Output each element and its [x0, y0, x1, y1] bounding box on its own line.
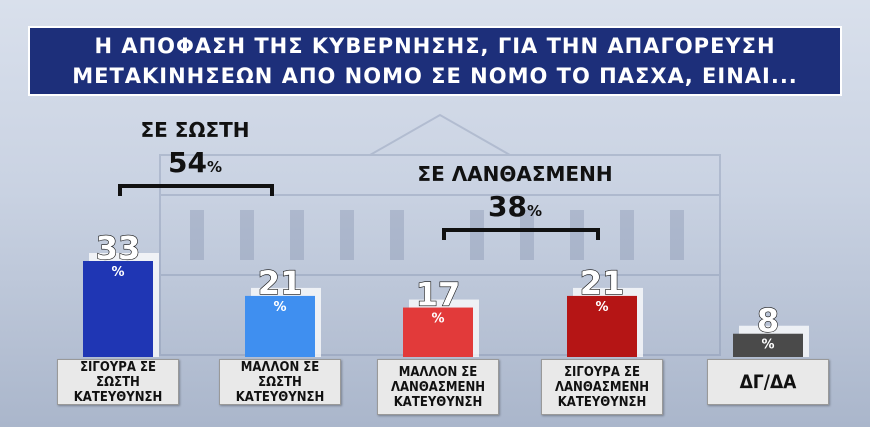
- group-correct-number: 54: [168, 146, 207, 179]
- bar: [403, 307, 473, 357]
- category-label-text: ΜΑΛΛΟΝ ΣΕ ΛΑΝΘΑΣΜΕΝΗ ΚΑΤΕΥΘΥΝΣΗ: [391, 365, 485, 410]
- group-wrong-bracket: [442, 228, 600, 240]
- category-label-line: ΣΙΓΟΥΡΑ ΣΕ: [564, 364, 640, 380]
- bar-unit-label: %: [273, 300, 286, 315]
- bar-unit-label: %: [595, 300, 608, 315]
- category-label-text: ΜΑΛΛΟΝ ΣΕ ΣΩΣΤΗ ΚΑΤΕΥΘΥΝΣΗ: [220, 360, 340, 405]
- bar-value-label: 33: [96, 229, 141, 267]
- group-wrong-label: ΣΕ ΛΑΝΘΑΣΜΕΝΗ: [417, 162, 613, 186]
- group-wrong-number: 38: [488, 190, 527, 223]
- bar-value-label: 21: [580, 264, 625, 302]
- category-label-line: ΣΙΓΟΥΡΑ ΣΕ ΣΩΣΤΗ: [80, 359, 156, 390]
- bar-unit-label: %: [761, 338, 774, 353]
- category-label: ΣΙΓΟΥΡΑ ΣΕ ΣΩΣΤΗ ΚΑΤΕΥΘΥΝΣΗ: [57, 359, 179, 405]
- bar: [567, 295, 637, 357]
- category-label-text: ΣΙΓΟΥΡΑ ΣΕ ΛΑΝΘΑΣΜΕΝΗ ΚΑΤΕΥΘΥΝΣΗ: [555, 365, 649, 410]
- category-label: ΣΙΓΟΥΡΑ ΣΕ ΛΑΝΘΑΣΜΕΝΗ ΚΑΤΕΥΘΥΝΣΗ: [541, 359, 663, 415]
- category-label-line: ΔΓ/ΔΑ: [739, 370, 797, 393]
- category-label-line: ΚΑΤΕΥΘΥΝΣΗ: [393, 394, 483, 410]
- group-correct-bracket: [118, 184, 274, 196]
- bar-value-label: 17: [416, 276, 461, 314]
- group-wrong-value: 38%: [440, 190, 590, 223]
- chart-title-line-1: Η ΑΠΟΦΑΣΗ ΤΗΣ ΚΥΒΕΡΝΗΣΗΣ, ΓΙΑ ΤΗΝ ΑΠΑΓΟΡ…: [94, 34, 776, 58]
- category-label: ΜΑΛΛΟΝ ΣΕ ΛΑΝΘΑΣΜΕΝΗ ΚΑΤΕΥΘΥΝΣΗ: [377, 359, 499, 415]
- category-label-line: ΛΑΝΘΑΣΜΕΝΗ: [554, 379, 650, 395]
- category-label-line: ΜΑΛΛΟΝ ΣΕ: [398, 364, 478, 380]
- bar-unit-label: %: [111, 265, 124, 280]
- category-label-text: ΣΙΓΟΥΡΑ ΣΕ ΣΩΣΤΗ ΚΑΤΕΥΘΥΝΣΗ: [58, 360, 178, 405]
- category-label-line: ΜΑΛΛΟΝ ΣΕ ΣΩΣΤΗ: [240, 359, 320, 390]
- bar-value-label: 21: [258, 264, 303, 302]
- category-label-text: ΔΓ/ΔΑ: [739, 370, 797, 393]
- chart-title-box: Η ΑΠΟΦΑΣΗ ΤΗΣ ΚΥΒΕΡΝΗΣΗΣ, ΓΙΑ ΤΗΝ ΑΠΑΓΟΡ…: [28, 26, 842, 96]
- bar-unit-label: %: [431, 312, 444, 327]
- bar: [245, 295, 315, 357]
- category-label: ΔΓ/ΔΑ: [707, 359, 829, 405]
- group-correct-value: 54%: [110, 146, 280, 179]
- category-label-line: ΛΑΝΘΑΣΜΕΝΗ: [390, 379, 486, 395]
- group-correct-label: ΣΕ ΣΩΣΤΗ: [140, 118, 250, 142]
- category-label: ΜΑΛΛΟΝ ΣΕ ΣΩΣΤΗ ΚΑΤΕΥΘΥΝΣΗ: [219, 359, 341, 405]
- bar: [83, 261, 153, 357]
- category-label-line: ΚΑΤΕΥΘΥΝΣΗ: [557, 394, 647, 410]
- group-wrong-unit: %: [526, 202, 542, 220]
- bar-value-label: 8: [757, 302, 779, 340]
- group-correct-unit: %: [206, 158, 222, 176]
- category-label-line: ΚΑΤΕΥΘΥΝΣΗ: [73, 389, 163, 405]
- category-label-line: ΚΑΤΕΥΘΥΝΣΗ: [235, 389, 325, 405]
- chart-title-line-2: ΜΕΤΑΚΙΝΗΣΕΩΝ ΑΠΟ ΝΟΜΟ ΣΕ ΝΟΜΟ ΤΟ ΠΑΣΧΑ, …: [72, 64, 798, 88]
- bar: [733, 333, 803, 357]
